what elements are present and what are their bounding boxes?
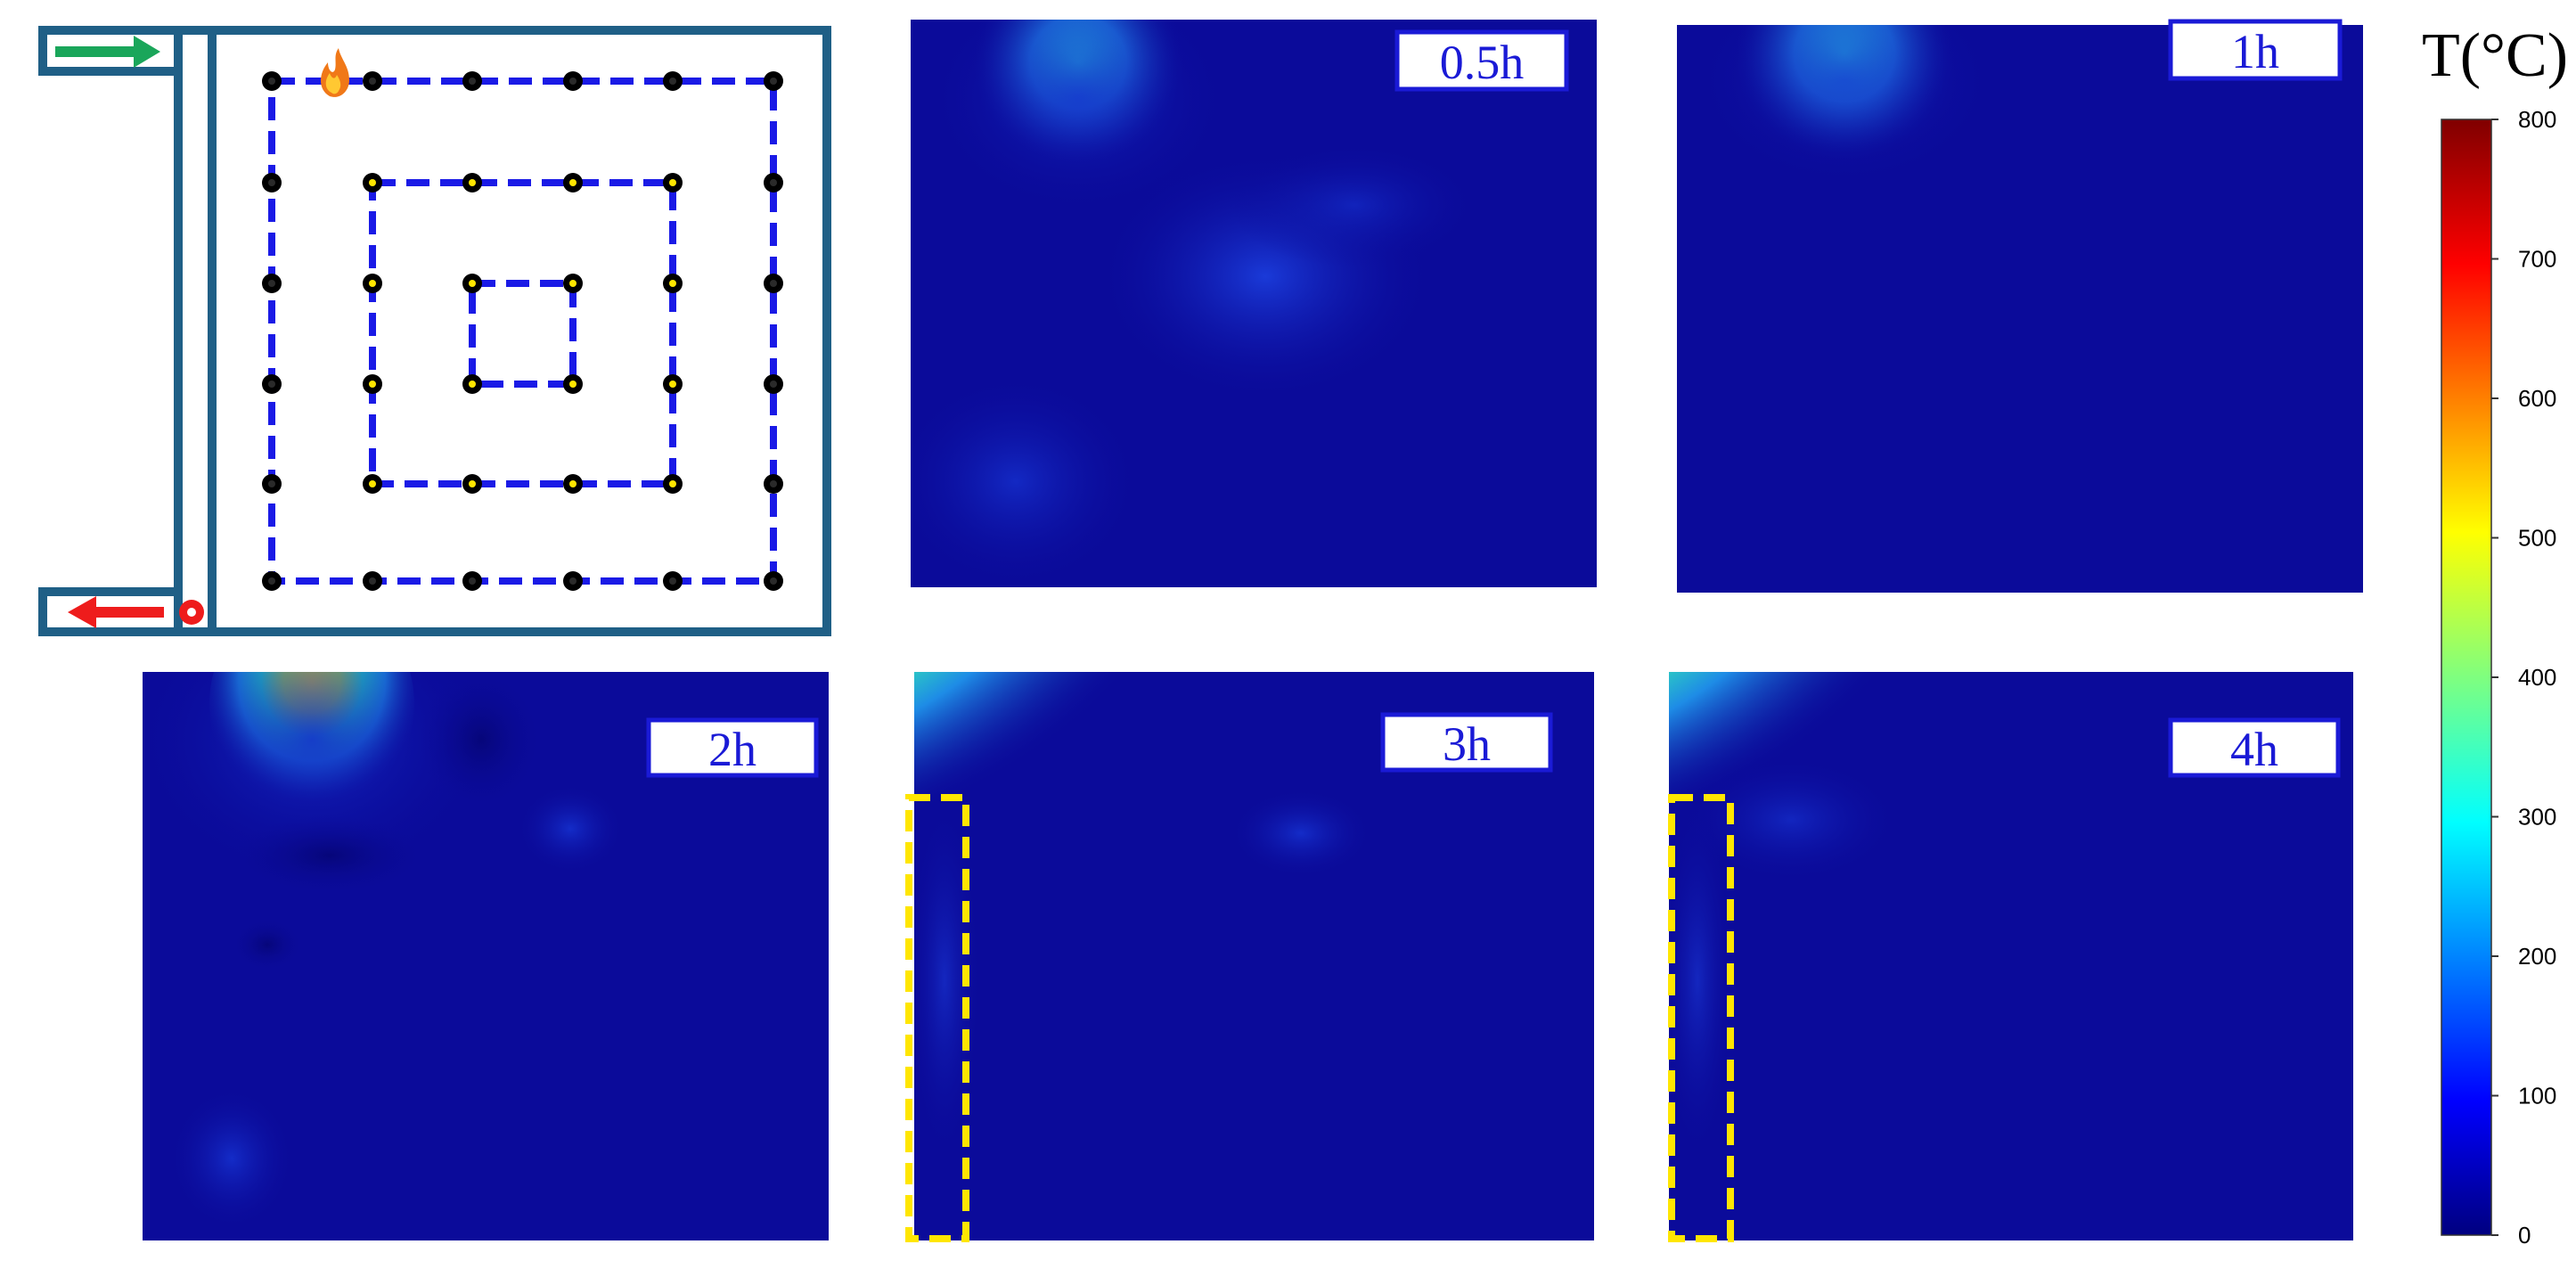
sensor-point-core xyxy=(369,480,376,487)
colorbar-tick-label: 100 xyxy=(2518,1083,2556,1109)
colorbar-tick-label: 800 xyxy=(2518,106,2556,133)
sensor-point-core xyxy=(268,280,275,287)
panel-4h-label-box: 4h xyxy=(2168,717,2341,778)
sensor-point-core xyxy=(268,179,275,186)
colorbar-tick-label: 300 xyxy=(2518,804,2556,831)
layout-schematic xyxy=(38,26,831,636)
sensor-point-core xyxy=(669,78,676,85)
panel-1h-label: 1h xyxy=(2231,25,2279,78)
colorbar: T(°C) 0 100 200 300 400 500 600 700 800 xyxy=(2422,21,2568,1249)
sensor-point-core xyxy=(268,577,275,585)
sensor-point-core xyxy=(770,381,777,388)
panel-2h: 2h xyxy=(143,672,829,1240)
sensor-point-core xyxy=(569,480,577,487)
schematic-frame xyxy=(208,26,831,636)
sensor-point-core xyxy=(669,179,676,186)
colorbar-ticks: 0 100 200 300 400 500 600 700 800 xyxy=(2491,106,2556,1249)
outer-loop xyxy=(268,78,777,585)
colorbar-title: T(°C) xyxy=(2422,21,2568,90)
sensor-point-core xyxy=(770,280,777,287)
sensor-point-core xyxy=(469,480,476,487)
sensor-point-core xyxy=(669,381,676,388)
sensor-point-core xyxy=(369,280,376,287)
panel-0-5h-label: 0.5h xyxy=(1440,36,1525,89)
sensor-point-core xyxy=(469,577,476,585)
colorbar-tick-label: 0 xyxy=(2518,1222,2531,1249)
colorbar-tick-label: 700 xyxy=(2518,246,2556,273)
panel-3h-label: 3h xyxy=(1443,717,1491,771)
panel-4h: 4h xyxy=(1668,672,2353,1242)
panel-1h: 1h xyxy=(1677,19,2363,593)
panel-3h-highlight-box xyxy=(905,794,969,1242)
measurement-loops xyxy=(268,78,777,585)
sensor-point-core xyxy=(770,78,777,85)
sensor-point-core xyxy=(469,179,476,186)
sensor-point-core xyxy=(469,280,476,287)
sensor-point-core xyxy=(569,179,577,186)
sensor-point-core xyxy=(268,78,275,85)
panel-2h-label: 2h xyxy=(708,723,756,776)
middle-loop xyxy=(369,179,676,487)
sensor-point-core xyxy=(469,381,476,388)
colorbar-tick-label: 200 xyxy=(2518,943,2556,970)
inner-loop xyxy=(469,280,577,388)
sensor-point-core xyxy=(569,381,577,388)
sensor-point-core xyxy=(569,577,577,585)
colorbar-tick-label: 400 xyxy=(2518,664,2556,691)
arrow-right-icon xyxy=(55,36,160,68)
schematic-corridor xyxy=(174,26,217,636)
sensor-point-core xyxy=(770,480,777,487)
sensor-point-core xyxy=(669,280,676,287)
arrow-left-icon xyxy=(68,596,164,628)
sensor-point-core xyxy=(268,381,275,388)
panel-1h-label-box: 1h xyxy=(2168,19,2343,81)
panel-2h-label-box: 2h xyxy=(646,717,819,778)
panel-3h-label-box: 3h xyxy=(1380,712,1553,773)
sensor-point-core xyxy=(770,179,777,186)
sensor-point-core xyxy=(369,78,376,85)
sensor-point-core xyxy=(369,381,376,388)
sensor-point-core xyxy=(268,480,275,487)
panel-0-5h: 0.5h xyxy=(911,20,1597,587)
colorbar-tick-label: 600 xyxy=(2518,385,2556,412)
sensor-points xyxy=(262,71,783,591)
outlet-sensor-marker xyxy=(179,600,204,625)
sensor-point-core xyxy=(369,179,376,186)
panel-3h: 3h xyxy=(905,672,1594,1242)
panel-4h-highlight-box xyxy=(1668,794,1734,1242)
colorbar-gradient xyxy=(2441,119,2492,1236)
sensor-point-core xyxy=(569,78,577,85)
sensor-point-core xyxy=(770,577,777,585)
sensor-point-core xyxy=(569,280,577,287)
fire-icon xyxy=(321,48,349,97)
sensor-point-core xyxy=(469,78,476,85)
sensor-point-core xyxy=(369,577,376,585)
colorbar-tick-label: 500 xyxy=(2518,525,2556,552)
panel-0-5h-label-box: 0.5h xyxy=(1394,29,1569,92)
sensor-point-core xyxy=(669,480,676,487)
panel-4h-label: 4h xyxy=(2230,723,2278,776)
sensor-point-core xyxy=(669,577,676,585)
